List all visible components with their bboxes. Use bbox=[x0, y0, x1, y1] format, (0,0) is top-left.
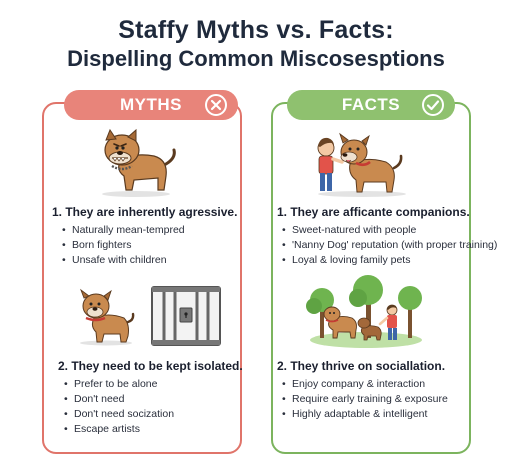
list-item: Sweet-natured with people bbox=[282, 223, 497, 238]
list-item: Don't need bbox=[64, 392, 174, 407]
park-scene-illustration bbox=[306, 275, 422, 348]
list-item: Prefer to be alone bbox=[64, 377, 174, 392]
list-item: Require early training & exposure bbox=[282, 392, 448, 407]
myth-2-heading: 2. They need to be kept isolated. bbox=[58, 359, 243, 373]
list-item: Unsafe with children bbox=[62, 253, 185, 268]
facts-banner: FACTS bbox=[287, 90, 455, 120]
list-item: 'Nanny Dog' reputation (with proper trai… bbox=[282, 238, 497, 253]
list-item: Born fighters bbox=[62, 238, 185, 253]
list-item: Don't need socization bbox=[64, 407, 174, 422]
myth-1-list: Naturally mean-tempred Born fighters Uns… bbox=[62, 223, 185, 268]
page-title: Staffy Myths vs. Facts: bbox=[118, 16, 394, 44]
myth-2-list: Prefer to be alone Don't need Don't need… bbox=[64, 377, 174, 437]
myth-1-heading: 1. They are inherently agressive. bbox=[52, 205, 238, 219]
sad-dog-illustration bbox=[80, 288, 135, 346]
list-item: Escape artists bbox=[64, 422, 174, 437]
list-item: Highly adaptable & intelligent bbox=[282, 407, 448, 422]
x-circle-icon bbox=[205, 94, 227, 116]
myths-banner-label: MYTHS bbox=[120, 95, 182, 114]
child-with-dog-illustration bbox=[317, 132, 406, 197]
fact-1-heading: 1. They are afficante companions. bbox=[277, 205, 470, 219]
list-item: Loyal & loving family pets bbox=[282, 253, 497, 268]
fact-2-list: Enjoy company & interaction Require earl… bbox=[282, 377, 448, 422]
list-item: Enjoy company & interaction bbox=[282, 377, 448, 392]
list-item: Naturally mean-tempred bbox=[62, 223, 185, 238]
page-subtitle: Dispelling Common Miscosesptions bbox=[67, 46, 445, 71]
fact-2-heading: 2. They thrive on sociallation. bbox=[277, 359, 446, 373]
facts-banner-label: FACTS bbox=[341, 95, 401, 114]
fact-1-list: Sweet-natured with people 'Nanny Dog' re… bbox=[282, 223, 497, 268]
check-circle-icon bbox=[422, 94, 444, 116]
cage-illustration bbox=[151, 286, 221, 346]
angry-dog-illustration bbox=[102, 128, 176, 197]
myths-banner: MYTHS bbox=[64, 90, 238, 120]
